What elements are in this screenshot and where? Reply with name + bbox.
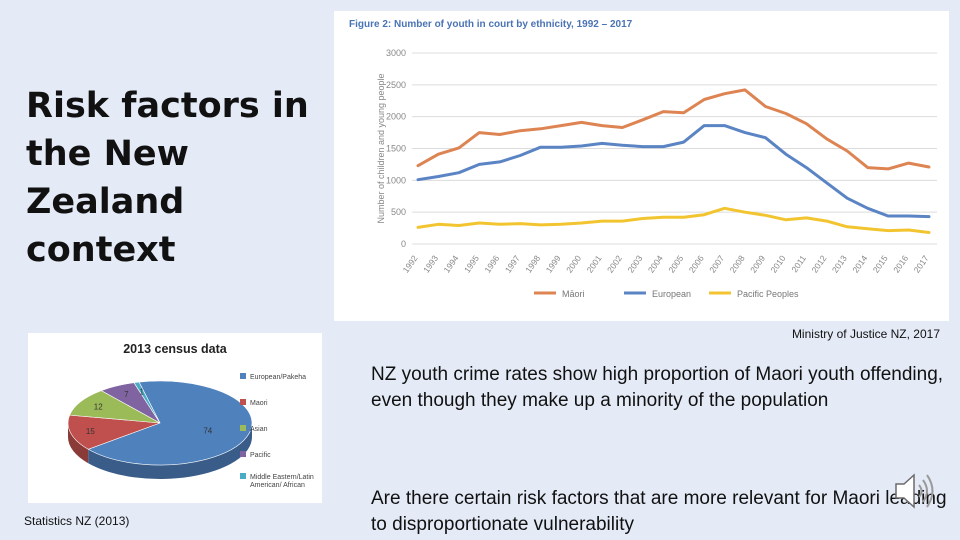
y-tick-label: 2500 bbox=[386, 80, 406, 90]
x-tick-label: 1994 bbox=[441, 253, 460, 274]
pie-data-label: 1 bbox=[139, 387, 144, 396]
legend-label: Middle Eastern/Latin American/ African bbox=[250, 474, 314, 489]
paragraph-crime-rates: NZ youth crime rates show high proportio… bbox=[371, 364, 944, 411]
y-tick-label: 500 bbox=[391, 207, 406, 217]
y-tick-label: 1000 bbox=[386, 175, 406, 185]
x-tick-label: 2013 bbox=[830, 253, 849, 274]
pie-slice bbox=[87, 380, 253, 466]
legend-label: European/Pakeha bbox=[250, 374, 306, 381]
legend-swatch bbox=[240, 399, 246, 405]
pie-data-label: 7 bbox=[124, 390, 129, 399]
line-chart-title: Figure 2: Number of youth in court by et… bbox=[349, 19, 633, 30]
x-tick-label: 2004 bbox=[646, 253, 665, 274]
legend-label: Pacific Peoples bbox=[737, 289, 799, 299]
x-tick-label: 2015 bbox=[871, 253, 890, 274]
legend-swatch bbox=[240, 425, 246, 431]
pie-slice bbox=[133, 381, 161, 424]
x-tick-label: 2002 bbox=[605, 253, 624, 274]
pie-data-label: 12 bbox=[94, 402, 103, 411]
x-tick-label: 2007 bbox=[707, 253, 726, 274]
x-tick-label: 2009 bbox=[748, 253, 767, 274]
pie-chart: 2013 census data 74 15 12 7 1 European/Pakeha M… bbox=[67, 342, 314, 489]
legend-label-line: American/ African bbox=[250, 482, 305, 489]
pie-data-label: 74 bbox=[203, 427, 212, 436]
y-tick-label: 2000 bbox=[386, 112, 406, 122]
slide-title: Risk factors in the New Zealand context bbox=[26, 86, 309, 270]
x-tick-label: 2003 bbox=[625, 253, 644, 274]
x-tick-label: 1997 bbox=[503, 253, 522, 274]
x-tick-label: 1995 bbox=[462, 253, 481, 274]
x-tick-label: 2006 bbox=[687, 253, 706, 274]
series-line bbox=[416, 88, 931, 171]
y-tick-label: 1500 bbox=[386, 144, 406, 154]
pie-slice-side bbox=[88, 423, 253, 479]
speaker-icon[interactable] bbox=[890, 466, 940, 516]
y-tick-label: 0 bbox=[401, 239, 406, 249]
pie-slice-side bbox=[68, 423, 89, 464]
x-tick-label: 2014 bbox=[850, 253, 869, 274]
x-tick-label: 2010 bbox=[769, 253, 788, 274]
pie-chart-source: Statistics NZ (2013) bbox=[24, 514, 130, 528]
series-line bbox=[416, 206, 931, 234]
pie-chart-title: 2013 census data bbox=[123, 342, 228, 356]
x-tick-label: 1998 bbox=[523, 253, 542, 274]
x-tick-label: 1992 bbox=[401, 253, 420, 274]
line-chart-source: Ministry of Justice NZ, 2017 bbox=[791, 327, 940, 341]
x-tick-label: 2011 bbox=[789, 253, 808, 274]
line-chart: Figure 2: Number of youth in court by et… bbox=[349, 19, 937, 299]
x-tick-label: 1993 bbox=[421, 253, 440, 274]
series-line bbox=[416, 124, 931, 219]
x-tick-label: 2000 bbox=[564, 253, 583, 274]
x-tick-label: 1996 bbox=[482, 253, 501, 274]
legend-label: Māori bbox=[562, 289, 585, 299]
x-tick-label: 2017 bbox=[912, 253, 931, 274]
pie-chart-panel: 2013 census data 74 15 12 7 1 European/Pakeha M… bbox=[28, 333, 322, 503]
pie-data-label: 15 bbox=[86, 427, 95, 436]
x-tick-label: 2012 bbox=[809, 253, 828, 274]
legend-label-line: Middle Eastern/Latin bbox=[250, 474, 314, 481]
legend-swatch bbox=[240, 473, 246, 479]
x-tick-label: 2008 bbox=[728, 253, 747, 274]
x-tick-label: 2016 bbox=[891, 253, 910, 274]
legend-swatch bbox=[240, 451, 246, 457]
pie-slice bbox=[67, 414, 161, 450]
y-tick-label: 3000 bbox=[386, 48, 406, 58]
legend-label: Pacific bbox=[250, 452, 271, 459]
legend-swatch bbox=[240, 373, 246, 379]
legend-label: European bbox=[652, 289, 691, 299]
legend-label: Maori bbox=[250, 400, 268, 407]
line-chart-panel: Figure 2: Number of youth in court by et… bbox=[334, 11, 949, 321]
x-tick-label: 2005 bbox=[666, 253, 685, 274]
legend-label: Asian bbox=[250, 426, 268, 433]
y-axis-label: Number of children and young people bbox=[376, 73, 386, 223]
paragraph-risk-factors: Are there certain risk factors that are … bbox=[371, 488, 947, 535]
x-tick-label: 1999 bbox=[544, 253, 563, 274]
x-tick-label: 2001 bbox=[585, 253, 604, 274]
